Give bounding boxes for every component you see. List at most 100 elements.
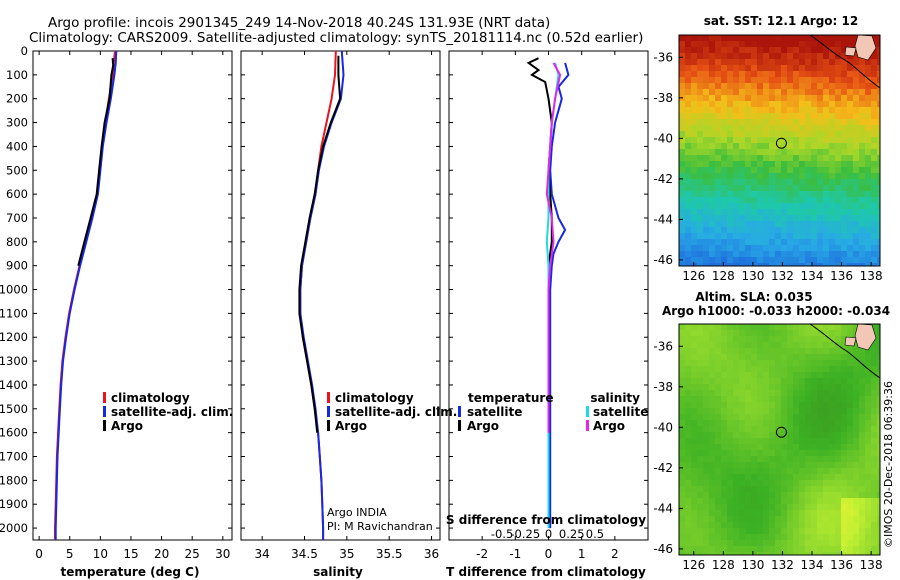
map-cell [703,191,709,197]
map-cell [715,107,721,113]
map-cell [793,456,799,462]
map-cell [703,215,709,221]
map-cell [703,245,709,251]
map-cell [721,390,727,396]
map-cell [715,119,721,125]
map-cell [781,546,787,552]
map-cell [865,215,871,221]
map-cell [757,324,763,330]
map-cell [835,95,841,101]
map-cell [817,35,823,41]
map-cell [823,89,829,95]
map-cell [859,390,865,396]
map-cell [847,131,853,137]
map-y-tick-label: -44 [653,212,673,226]
map-cell [859,468,865,474]
map-cell [709,131,715,137]
map-cell [739,95,745,101]
map-cell [703,384,709,390]
map-cell [763,474,769,480]
map-cell [877,516,880,522]
map-cell [727,408,733,414]
map-cell [775,245,781,251]
map-cell [721,492,727,498]
map-cell [841,492,847,498]
map-cell [811,185,817,191]
map-cell [865,486,871,492]
map-cell [697,53,703,59]
map-cell [781,474,787,480]
map-cell [691,342,697,348]
map-cell [829,516,835,522]
map-cell [859,203,865,209]
map-cell [679,402,685,408]
map-cell [835,59,841,65]
map-cell [859,426,865,432]
map-cell [817,438,823,444]
map-x-tick-label: 132 [771,558,794,572]
map-cell [811,552,817,555]
map-cell [727,402,733,408]
map-cell [691,113,697,119]
map-cell [799,438,805,444]
map-cell [715,143,721,149]
map-cell [775,456,781,462]
map-cell [721,167,727,173]
map-cell [865,354,871,360]
map-cell [853,510,859,516]
map-cell [799,197,805,203]
map-cell [685,59,691,65]
map-cell [805,480,811,486]
map-cell [745,414,751,420]
x-tick-label: 35 [339,547,354,561]
map-cell [757,167,763,173]
map-cell [799,330,805,336]
map-cell [751,47,757,53]
map-cell [871,498,877,504]
map-cell [691,53,697,59]
map-cell [787,53,793,59]
map-cell [691,155,697,161]
map-cell [853,444,859,450]
map-cell [847,77,853,83]
map-cell [739,221,745,227]
map-cell [757,173,763,179]
map-cell [763,504,769,510]
map-cell [763,510,769,516]
depth-tick-label: 1200 [0,330,28,344]
map-cell [823,71,829,77]
map-cell [685,143,691,149]
map-cell [859,408,865,414]
series-line [77,58,115,266]
map-cell [781,354,787,360]
map-cell [697,534,703,540]
map-cell [871,384,877,390]
map-cell [739,143,745,149]
map-cell [763,516,769,522]
map-cell [679,390,685,396]
map-cell [865,396,871,402]
map-cell [745,354,751,360]
map-cell [751,528,757,534]
map-cell [823,438,829,444]
map-cell [703,396,709,402]
map-cell [679,167,685,173]
map-cell [829,504,835,510]
map-cell [709,41,715,47]
sst-map-title: sat. SST: 12.1 Argo: 12 [704,14,858,28]
map-cell [715,480,721,486]
map-cell [751,324,757,330]
series-line [54,51,118,540]
map-cell [847,474,853,480]
map-cell [865,257,871,263]
map-cell [835,233,841,239]
sla-map [679,324,880,555]
map-cell [847,35,853,41]
map-cell [793,450,799,456]
map-cell [727,191,733,197]
map-cell [817,348,823,354]
map-cell [877,366,880,372]
map-x-tick-label: 126 [682,269,705,283]
map-cell [679,107,685,113]
map-cell [823,552,829,555]
